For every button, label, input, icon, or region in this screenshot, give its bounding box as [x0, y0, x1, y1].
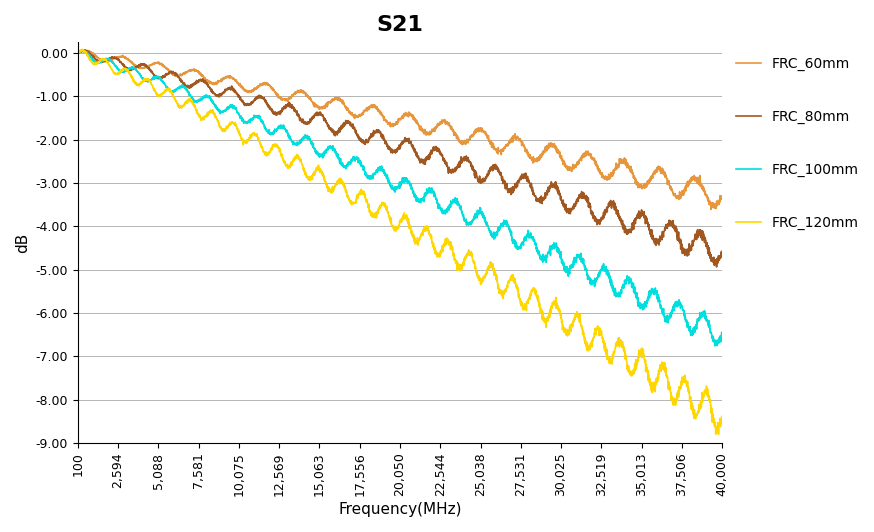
- FRC_60mm: [184, 67, 195, 73]
- FRC_60mm: [80, 47, 90, 53]
- FRC_120mm: [635, 350, 646, 356]
- Legend: FRC_60mm, FRC_80mm, FRC_100mm, FRC_120mm: FRC_60mm, FRC_80mm, FRC_100mm, FRC_120mm: [736, 57, 858, 230]
- FRC_80mm: [711, 264, 722, 270]
- FRC_100mm: [710, 343, 720, 349]
- FRC_80mm: [73, 50, 83, 56]
- FRC_120mm: [704, 397, 715, 403]
- FRC_60mm: [705, 206, 716, 213]
- FRC_80mm: [348, 125, 358, 131]
- FRC_100mm: [146, 77, 156, 83]
- FRC_100mm: [717, 330, 727, 336]
- FRC_60mm: [704, 200, 715, 206]
- FRC_100mm: [704, 321, 715, 328]
- FRC_60mm: [717, 193, 727, 200]
- X-axis label: Frequency(MHz): Frequency(MHz): [338, 502, 461, 517]
- Line: FRC_60mm: FRC_60mm: [78, 50, 722, 210]
- Y-axis label: dB: dB: [15, 232, 30, 253]
- FRC_120mm: [320, 178, 330, 185]
- Line: FRC_120mm: FRC_120mm: [78, 49, 722, 434]
- FRC_60mm: [73, 50, 83, 56]
- FRC_80mm: [704, 249, 715, 255]
- FRC_120mm: [717, 416, 727, 422]
- FRC_120mm: [146, 81, 156, 87]
- FRC_80mm: [320, 115, 330, 122]
- FRC_120mm: [73, 50, 83, 56]
- FRC_60mm: [635, 183, 646, 189]
- FRC_80mm: [635, 209, 646, 215]
- FRC_60mm: [348, 112, 358, 119]
- Line: FRC_80mm: FRC_80mm: [78, 50, 722, 267]
- FRC_100mm: [320, 148, 330, 154]
- FRC_100mm: [348, 154, 358, 161]
- FRC_100mm: [184, 92, 195, 98]
- FRC_60mm: [320, 105, 330, 111]
- Title: S21: S21: [377, 15, 423, 35]
- FRC_100mm: [73, 50, 83, 56]
- FRC_120mm: [184, 95, 195, 102]
- FRC_100mm: [635, 301, 646, 307]
- FRC_120mm: [713, 431, 724, 437]
- FRC_80mm: [146, 68, 156, 74]
- FRC_100mm: [77, 46, 87, 53]
- FRC_120mm: [77, 46, 87, 53]
- FRC_120mm: [348, 201, 358, 207]
- FRC_60mm: [146, 62, 156, 68]
- Line: FRC_100mm: FRC_100mm: [78, 49, 722, 346]
- FRC_80mm: [78, 47, 88, 53]
- FRC_80mm: [717, 252, 727, 258]
- FRC_80mm: [184, 85, 195, 92]
